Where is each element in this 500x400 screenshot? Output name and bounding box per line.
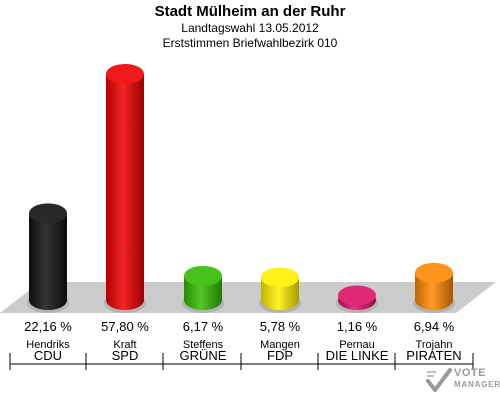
candidate-label: Hendriks [26, 339, 70, 351]
logo-line-1: VOTE [454, 367, 486, 379]
candidate-label: Steffens [183, 339, 224, 351]
bar-fdp [259, 267, 301, 313]
chart-header: Stadt Mülheim an der Ruhr Landtagswahl 1… [0, 0, 500, 51]
vote-manager-logo: VOTE MANAGER [424, 364, 500, 398]
candidate-label: Trojahn [416, 339, 453, 351]
bar-piraten [413, 262, 455, 313]
logo-line-2: MANAGER [454, 380, 500, 389]
chart-title: Stadt Mülheim an der Ruhr [154, 3, 346, 20]
bar-spd [104, 64, 146, 313]
category-label: DIE LINKE [326, 348, 389, 363]
candidate-label: Kraft [113, 339, 136, 351]
value-label: 22,16 % [24, 319, 72, 334]
value-label: 6,94 % [414, 319, 455, 334]
bar-cdu [27, 203, 69, 313]
value-label: 6,17 % [183, 319, 224, 334]
category-label: GRÜNE [180, 348, 227, 363]
category-label: CDU [34, 348, 62, 363]
candidate-label: Pernau [339, 339, 374, 351]
bar-die-linke [336, 285, 378, 313]
value-label: 5,78 % [260, 319, 301, 334]
candidate-label: Mangen [260, 339, 300, 351]
category-label: PIRATEN [406, 348, 461, 363]
value-label: 57,80 % [101, 319, 149, 334]
logo-text: VOTE MANAGER [454, 368, 500, 390]
checkmark-icon [426, 368, 452, 392]
value-label: 1,16 % [337, 319, 378, 334]
chart-subtitle: Landtagswahl 13.05.2012 [181, 21, 319, 35]
x-axis [9, 353, 474, 370]
chart-subtitle-2: Erststimmen Briefwahlbezirk 010 [162, 36, 338, 50]
category-label: SPD [112, 348, 139, 363]
category-label: FDP [267, 348, 293, 363]
bar-grüne [182, 265, 224, 313]
bars-group [27, 64, 455, 313]
